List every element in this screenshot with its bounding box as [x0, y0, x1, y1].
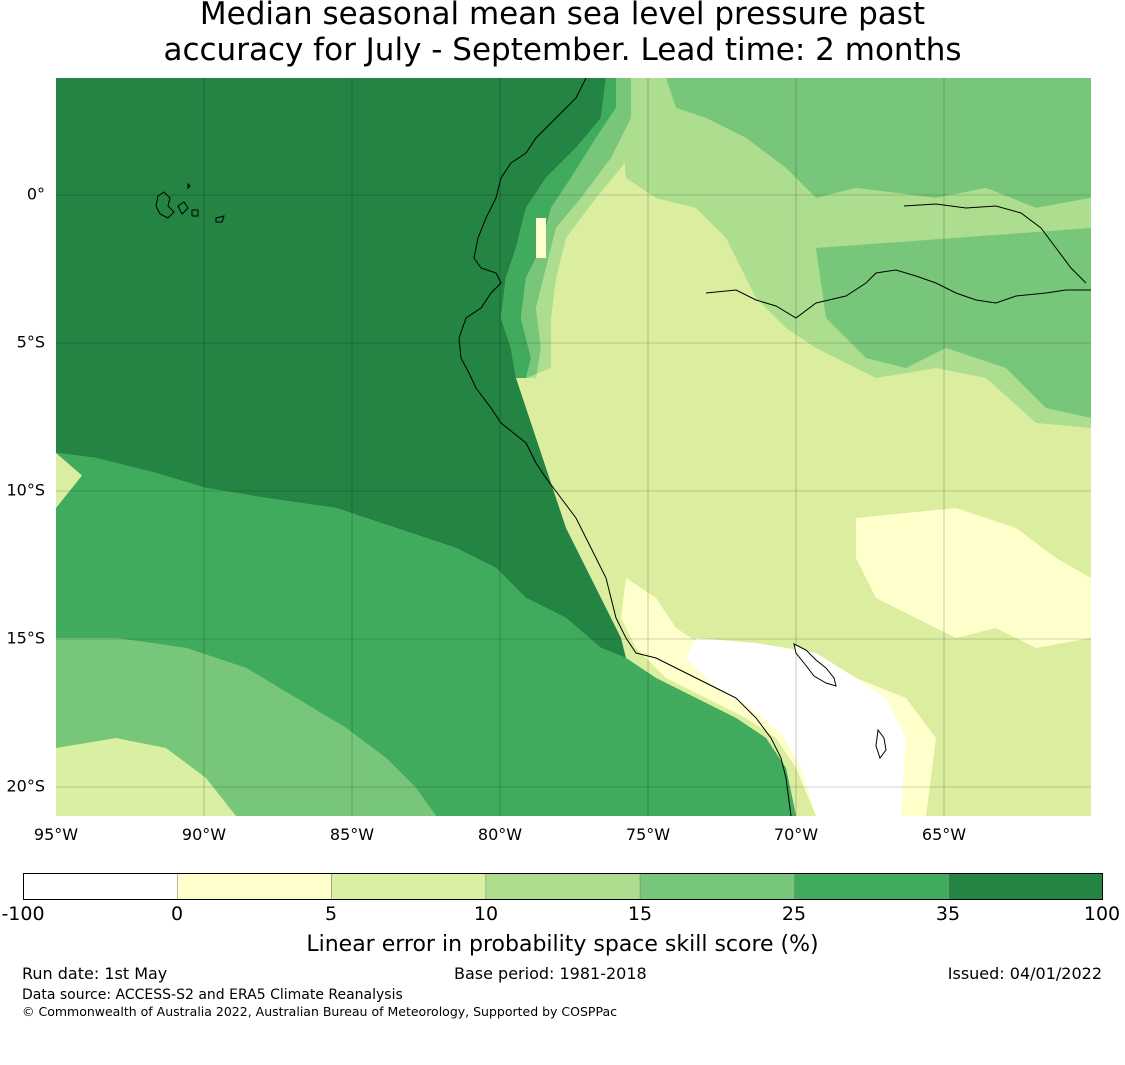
lat-label-10s: 10°S [6, 480, 45, 500]
run-date: Run date: 1st May [22, 964, 168, 983]
river-north [903, 203, 1087, 284]
cbar-tick-10: 10 [473, 903, 499, 925]
galapagos-islands [155, 182, 225, 223]
copyright: © Commonwealth of Australia 2022, Austra… [22, 1004, 617, 1019]
lake-titicaca [793, 643, 837, 687]
lat-label-15s: 15°S [6, 628, 45, 648]
colorbar [23, 873, 1103, 900]
region-coast-15-25 [521, 78, 631, 378]
colorbar-label: Linear error in probability space skill … [306, 932, 819, 957]
cbar-tick-25: 25 [781, 903, 807, 925]
lon-label-85w: 85°W [329, 825, 375, 844]
colorbar-cell-6 [948, 873, 1103, 900]
issued-date: Issued: 04/01/2022 [947, 964, 1102, 983]
colorbar-cell-2 [331, 873, 487, 900]
lat-label-5s: 5°S [16, 332, 45, 352]
cbar-tick-5: 5 [324, 903, 338, 925]
lon-label-75w: 75°W [625, 825, 671, 844]
region-ocean-25-35-fill [56, 458, 796, 816]
lon-label-95w: 95°W [33, 825, 79, 844]
cbar-tick-neg100: -100 [1, 903, 45, 925]
region-sw-5-10 [56, 738, 236, 816]
colorbar-cell-1 [176, 873, 332, 900]
lon-label-80w: 80°W [477, 825, 523, 844]
region-coast-25-35 [501, 78, 616, 378]
lon-label-65w: 65°W [921, 825, 967, 844]
colorbar-cell-4 [639, 873, 795, 900]
data-source: Data source: ACCESS-S2 and ERA5 Climate … [22, 987, 403, 1003]
colorbar-svg [23, 873, 1103, 900]
map-title: Median seasonal mean sea level pressure … [0, 0, 1125, 68]
amazon-river [705, 269, 1091, 319]
graticule [56, 78, 1091, 816]
lat-label-0: 0° [26, 184, 45, 204]
title-line-1: Median seasonal mean sea level pressure … [199, 0, 926, 32]
skill-score-map [56, 78, 1091, 816]
colorbar-cell-3 [485, 873, 641, 900]
lon-label-70w: 70°W [773, 825, 819, 844]
lake-poopo [875, 728, 887, 760]
map-canvas [56, 78, 1091, 816]
title-line-2: accuracy for July - September. Lead time… [163, 32, 962, 68]
patch-coast-light [536, 218, 546, 258]
base-period: Base period: 1981-2018 [454, 964, 647, 983]
colorbar-cell-0 [23, 873, 178, 900]
cbar-tick-0: 0 [170, 903, 184, 925]
cbar-tick-35: 35 [935, 903, 961, 925]
cbar-tick-15: 15 [627, 903, 653, 925]
region-ne-15-25 [666, 78, 1091, 208]
region-south-neg [686, 638, 906, 816]
region-amazon-15-25 [816, 228, 1091, 418]
region-coast-10-15 [526, 78, 646, 378]
region-east-0-5 [856, 508, 1091, 648]
cbar-tick-100: 100 [1083, 903, 1121, 925]
colorbar-cell-5 [794, 873, 950, 900]
lat-label-20s: 20°S [6, 776, 45, 796]
lon-label-90w: 90°W [181, 825, 227, 844]
coastline [458, 78, 792, 816]
